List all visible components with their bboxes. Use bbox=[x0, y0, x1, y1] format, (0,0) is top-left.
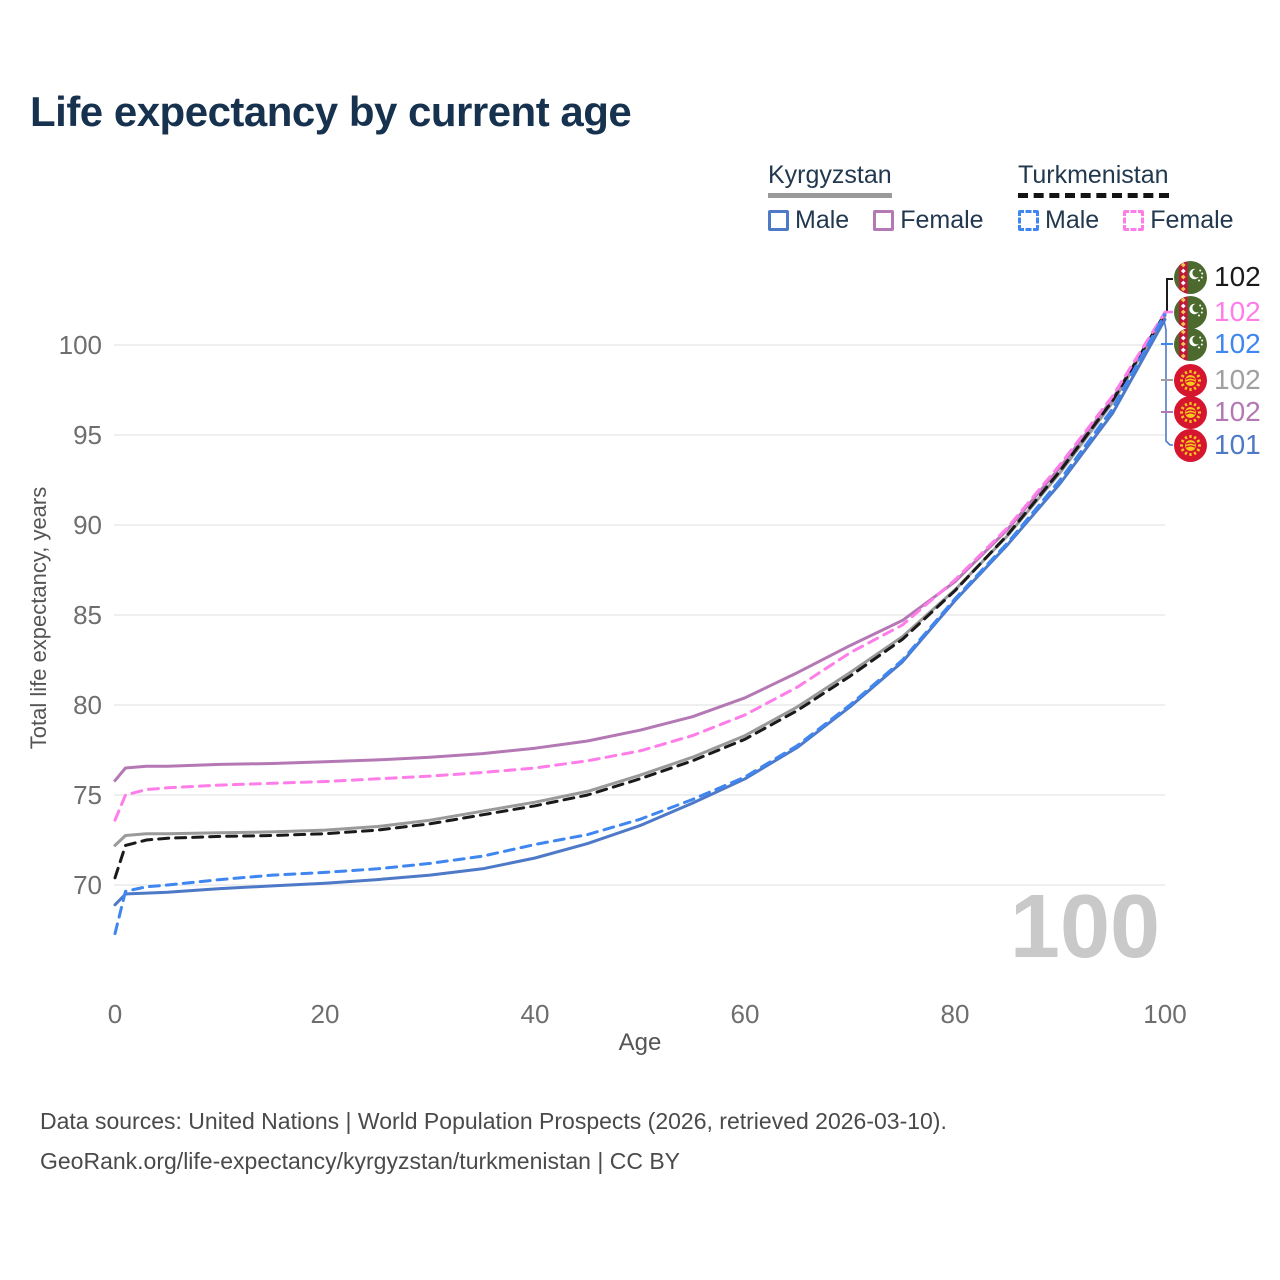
series-line bbox=[113, 310, 1167, 822]
turkmenistan-flag-icon bbox=[1174, 295, 1207, 329]
svg-text:90: 90 bbox=[73, 510, 102, 540]
turkmenistan-flag-icon bbox=[1174, 260, 1207, 294]
series-line bbox=[113, 313, 1167, 783]
kyrgyzstan-male-swatch-icon bbox=[768, 209, 789, 231]
legend-label: Female bbox=[900, 205, 984, 234]
end-value: 102 bbox=[1214, 364, 1261, 395]
series-line bbox=[113, 312, 1167, 936]
end-label-turkmenistan-total: 102 bbox=[1174, 260, 1261, 294]
kyrgyzstan-flag-icon bbox=[1174, 395, 1207, 429]
svg-text:Age: Age bbox=[619, 1029, 662, 1056]
svg-text:100: 100 bbox=[59, 330, 102, 360]
end-value: 102 bbox=[1214, 296, 1261, 327]
kyrgyzstan-flag-icon bbox=[1174, 363, 1207, 397]
legend-item-turkmenistan-male[interactable]: Male bbox=[1018, 206, 1099, 235]
legend-item-kyrgyzstan-male[interactable]: Male bbox=[768, 206, 849, 235]
legend-group-kyrgyzstan: Kyrgyzstan Male Female bbox=[768, 161, 984, 235]
svg-text:40: 40 bbox=[521, 999, 550, 1029]
turkmenistan-female-swatch-icon bbox=[1123, 209, 1145, 231]
legend-group-turkmenistan: Turkmenistan Male Female bbox=[1018, 161, 1234, 235]
end-value: 102 bbox=[1214, 261, 1261, 292]
series-line bbox=[113, 317, 1167, 907]
end-value: 101 bbox=[1214, 429, 1261, 460]
page-title: Life expectancy by current age bbox=[30, 88, 632, 135]
legend-label: Female bbox=[1150, 205, 1234, 234]
series-line bbox=[113, 312, 1167, 880]
svg-text:20: 20 bbox=[311, 999, 340, 1029]
series-line bbox=[113, 314, 1167, 847]
end-value: 102 bbox=[1214, 396, 1261, 427]
svg-text:75: 75 bbox=[73, 780, 102, 810]
svg-text:60: 60 bbox=[731, 999, 760, 1029]
kyrgyzstan-female-swatch-icon bbox=[873, 209, 895, 231]
end-label-kyrgyzstan-male: 101 bbox=[1174, 428, 1261, 462]
legend-label: Male bbox=[1045, 205, 1100, 234]
legend-header-turkmenistan: Turkmenistan bbox=[1018, 161, 1169, 198]
svg-text:95: 95 bbox=[73, 420, 102, 450]
svg-text:100: 100 bbox=[1143, 999, 1186, 1029]
end-value: 102 bbox=[1214, 328, 1261, 359]
svg-text:80: 80 bbox=[73, 690, 102, 720]
svg-text:100: 100 bbox=[1010, 877, 1160, 977]
turkmenistan-male-swatch-icon bbox=[1018, 209, 1039, 231]
end-label-turkmenistan-male: 102 bbox=[1174, 327, 1261, 361]
end-label-kyrgyzstan-total: 102 bbox=[1174, 363, 1261, 397]
end-label-turkmenistan-female: 102 bbox=[1174, 295, 1261, 329]
kyrgyzstan-flag-icon bbox=[1174, 428, 1207, 462]
turkmenistan-flag-icon bbox=[1174, 327, 1207, 361]
data-sources-text: Data sources: United Nations | World Pop… bbox=[40, 1108, 947, 1134]
end-label-kyrgyzstan-female: 102 bbox=[1174, 395, 1261, 429]
svg-text:80: 80 bbox=[941, 999, 970, 1029]
svg-text:0: 0 bbox=[108, 999, 122, 1029]
attribution-text: GeoRank.org/life-expectancy/kyrgyzstan/t… bbox=[40, 1148, 681, 1174]
legend-item-turkmenistan-female[interactable]: Female bbox=[1123, 205, 1234, 235]
legend-label: Male bbox=[795, 205, 850, 234]
svg-text:Total life expectancy, years: Total life expectancy, years bbox=[26, 487, 51, 750]
svg-text:85: 85 bbox=[73, 600, 102, 630]
legend-item-kyrgyzstan-female[interactable]: Female bbox=[873, 205, 984, 235]
svg-text:70: 70 bbox=[73, 870, 102, 900]
legend-header-kyrgyzstan: Kyrgyzstan bbox=[768, 161, 892, 198]
